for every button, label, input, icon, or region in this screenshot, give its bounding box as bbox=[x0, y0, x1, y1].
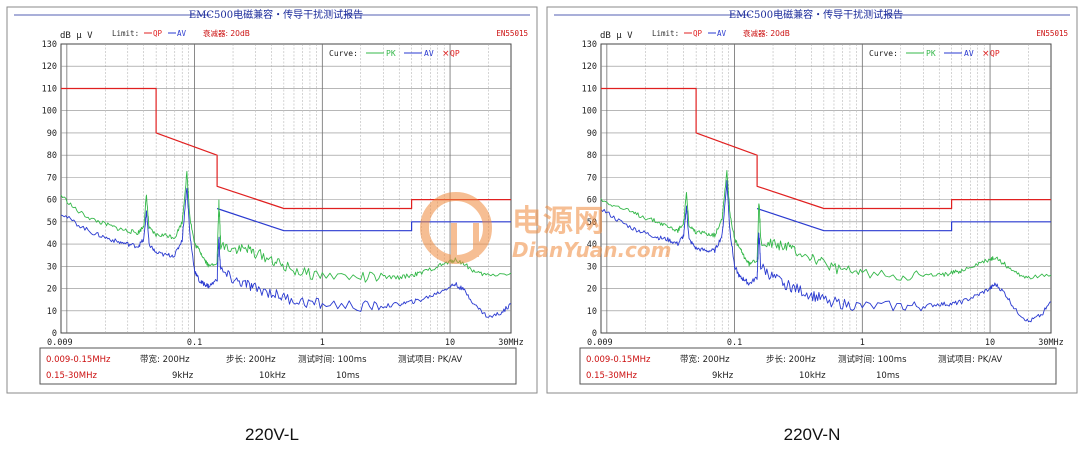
limit-qp-label: QP bbox=[693, 29, 703, 38]
footer-row1-cell: 测试时间: 100ms bbox=[298, 354, 367, 365]
standard-label: EN55015 bbox=[1036, 29, 1068, 38]
x-tick-label: 0.1 bbox=[187, 338, 202, 348]
footer-row2-cell: 0.15-30MHz bbox=[586, 371, 638, 381]
y-tick-label: 0 bbox=[52, 329, 57, 339]
x-tick-label: 0.009 bbox=[47, 338, 73, 348]
footer-row1-cell: 测试时间: 100ms bbox=[838, 354, 907, 365]
x-tick-label: 10 bbox=[445, 338, 455, 348]
y-tick-label: 110 bbox=[42, 84, 57, 94]
y-axis-unit: dB μ V bbox=[600, 31, 633, 41]
footer-row1-cell: 带宽: 200Hz bbox=[680, 354, 730, 365]
y-tick-label: 60 bbox=[47, 196, 57, 206]
x-tick-label: 1 bbox=[860, 338, 865, 348]
footer-row2-cell: 10kHz bbox=[799, 371, 826, 381]
y-tick-label: 20 bbox=[587, 285, 597, 295]
x-tick-label: 30MHz bbox=[498, 338, 524, 348]
y-tick-label: 40 bbox=[587, 240, 597, 250]
y-tick-label: 70 bbox=[47, 173, 57, 183]
y-tick-label: 50 bbox=[47, 218, 57, 228]
y-tick-label: 110 bbox=[582, 84, 597, 94]
limit-av-line bbox=[756, 207, 1051, 232]
y-tick-label: 70 bbox=[587, 173, 597, 183]
plug-logo-icon bbox=[420, 192, 492, 264]
y-tick-label: 30 bbox=[47, 262, 57, 272]
y-tick-label: 120 bbox=[582, 62, 597, 72]
y-tick-label: 90 bbox=[47, 129, 57, 139]
curve-av-label: AV bbox=[964, 49, 974, 58]
limit-legend-label: Limit: bbox=[112, 29, 139, 38]
footer-row1-cell: 步长: 200Hz bbox=[226, 354, 276, 365]
limit-av-label: AV bbox=[717, 29, 727, 38]
footer-row1-cell: 测试项目: PK/AV bbox=[398, 354, 462, 365]
footer-row2-cell: 9kHz bbox=[172, 371, 194, 381]
caption-line-l: 220V-L bbox=[245, 425, 299, 444]
curve-legend-label: Curve: bbox=[869, 49, 898, 58]
x-tick-label: 30MHz bbox=[1038, 338, 1064, 348]
attenuator-label: 衰减器: 20dB bbox=[743, 28, 790, 38]
footer-row2-cell: 10ms bbox=[336, 371, 360, 381]
x-tick-label: 0.009 bbox=[587, 338, 613, 348]
y-tick-label: 130 bbox=[582, 40, 597, 50]
curve-qp-marker-icon: × bbox=[982, 49, 990, 59]
curve-pk-line bbox=[60, 170, 512, 283]
limit-av-label: AV bbox=[177, 29, 187, 38]
curve-pk-line bbox=[600, 169, 1052, 281]
limit-qp-label: QP bbox=[153, 29, 163, 38]
footer-row1-cell: 0.009-0.15MHz bbox=[46, 355, 111, 365]
limit-qp-line bbox=[601, 87, 1051, 210]
x-tick-label: 1 bbox=[320, 338, 325, 348]
y-tick-label: 30 bbox=[587, 262, 597, 272]
chart-title: EMC500电磁兼容・传导干扰测试报告 bbox=[189, 8, 363, 21]
footer-row2-cell: 10ms bbox=[876, 371, 900, 381]
y-tick-label: 20 bbox=[47, 285, 57, 295]
chart-panel-line-n: EMC500电磁兼容・传导干扰测试报告 EN55015 dB μ V Limit: QP… bbox=[546, 6, 1078, 394]
watermark-logo: 电源网 DianYuan.com bbox=[420, 188, 680, 278]
plot-area bbox=[600, 43, 1052, 334]
watermark-en: DianYuan.com bbox=[512, 238, 672, 262]
y-tick-label: 50 bbox=[587, 218, 597, 228]
curve-av-line bbox=[600, 180, 1052, 323]
curve-qp-label: QP bbox=[990, 49, 1000, 58]
y-tick-label: 10 bbox=[587, 307, 597, 317]
curve-qp-label: QP bbox=[450, 49, 460, 58]
footer-box bbox=[39, 347, 517, 385]
limit-legend-label: Limit: bbox=[652, 29, 679, 38]
chart-title: EMC500电磁兼容・传导干扰测试报告 bbox=[729, 8, 903, 21]
curve-qp-marker-icon: × bbox=[442, 49, 450, 59]
y-tick-label: 80 bbox=[587, 151, 597, 161]
x-tick-label: 10 bbox=[985, 338, 995, 348]
footer-row1-cell: 带宽: 200Hz bbox=[140, 354, 190, 365]
y-tick-label: 120 bbox=[42, 62, 57, 72]
y-tick-label: 40 bbox=[47, 240, 57, 250]
emc-chart-svg: EMC500电磁兼容・传导干扰测试报告 EN55015 dB μ V Limit: QP… bbox=[546, 6, 1078, 394]
footer-row2-cell: 0.15-30MHz bbox=[46, 371, 98, 381]
y-tick-label: 10 bbox=[47, 307, 57, 317]
footer-box bbox=[579, 347, 1057, 385]
footer-row2-cell: 10kHz bbox=[259, 371, 286, 381]
y-tick-label: 0 bbox=[592, 329, 597, 339]
plot-area bbox=[60, 43, 512, 334]
x-tick-label: 0.1 bbox=[727, 338, 742, 348]
watermark-cn: 电源网 bbox=[512, 204, 605, 239]
footer-row2-cell: 9kHz bbox=[712, 371, 734, 381]
curve-pk-label: PK bbox=[926, 49, 936, 58]
curve-legend-label: Curve: bbox=[329, 49, 358, 58]
curve-pk-label: PK bbox=[386, 49, 396, 58]
footer-row1-cell: 步长: 200Hz bbox=[766, 354, 816, 365]
y-tick-label: 90 bbox=[587, 129, 597, 139]
y-tick-label: 100 bbox=[582, 107, 597, 117]
y-axis-unit: dB μ V bbox=[60, 31, 93, 41]
y-tick-label: 80 bbox=[47, 151, 57, 161]
y-tick-label: 60 bbox=[587, 196, 597, 206]
y-tick-label: 100 bbox=[42, 107, 57, 117]
standard-label: EN55015 bbox=[496, 29, 528, 38]
limit-qp-line bbox=[61, 87, 511, 210]
footer-row1-cell: 测试项目: PK/AV bbox=[938, 354, 1002, 365]
footer-row1-cell: 0.009-0.15MHz bbox=[586, 355, 651, 365]
caption-line-n: 220V-N bbox=[783, 425, 841, 444]
curve-av-label: AV bbox=[424, 49, 434, 58]
y-tick-label: 130 bbox=[42, 40, 57, 50]
attenuator-label: 衰减器: 20dB bbox=[203, 28, 250, 38]
curve-av-line bbox=[60, 187, 512, 318]
